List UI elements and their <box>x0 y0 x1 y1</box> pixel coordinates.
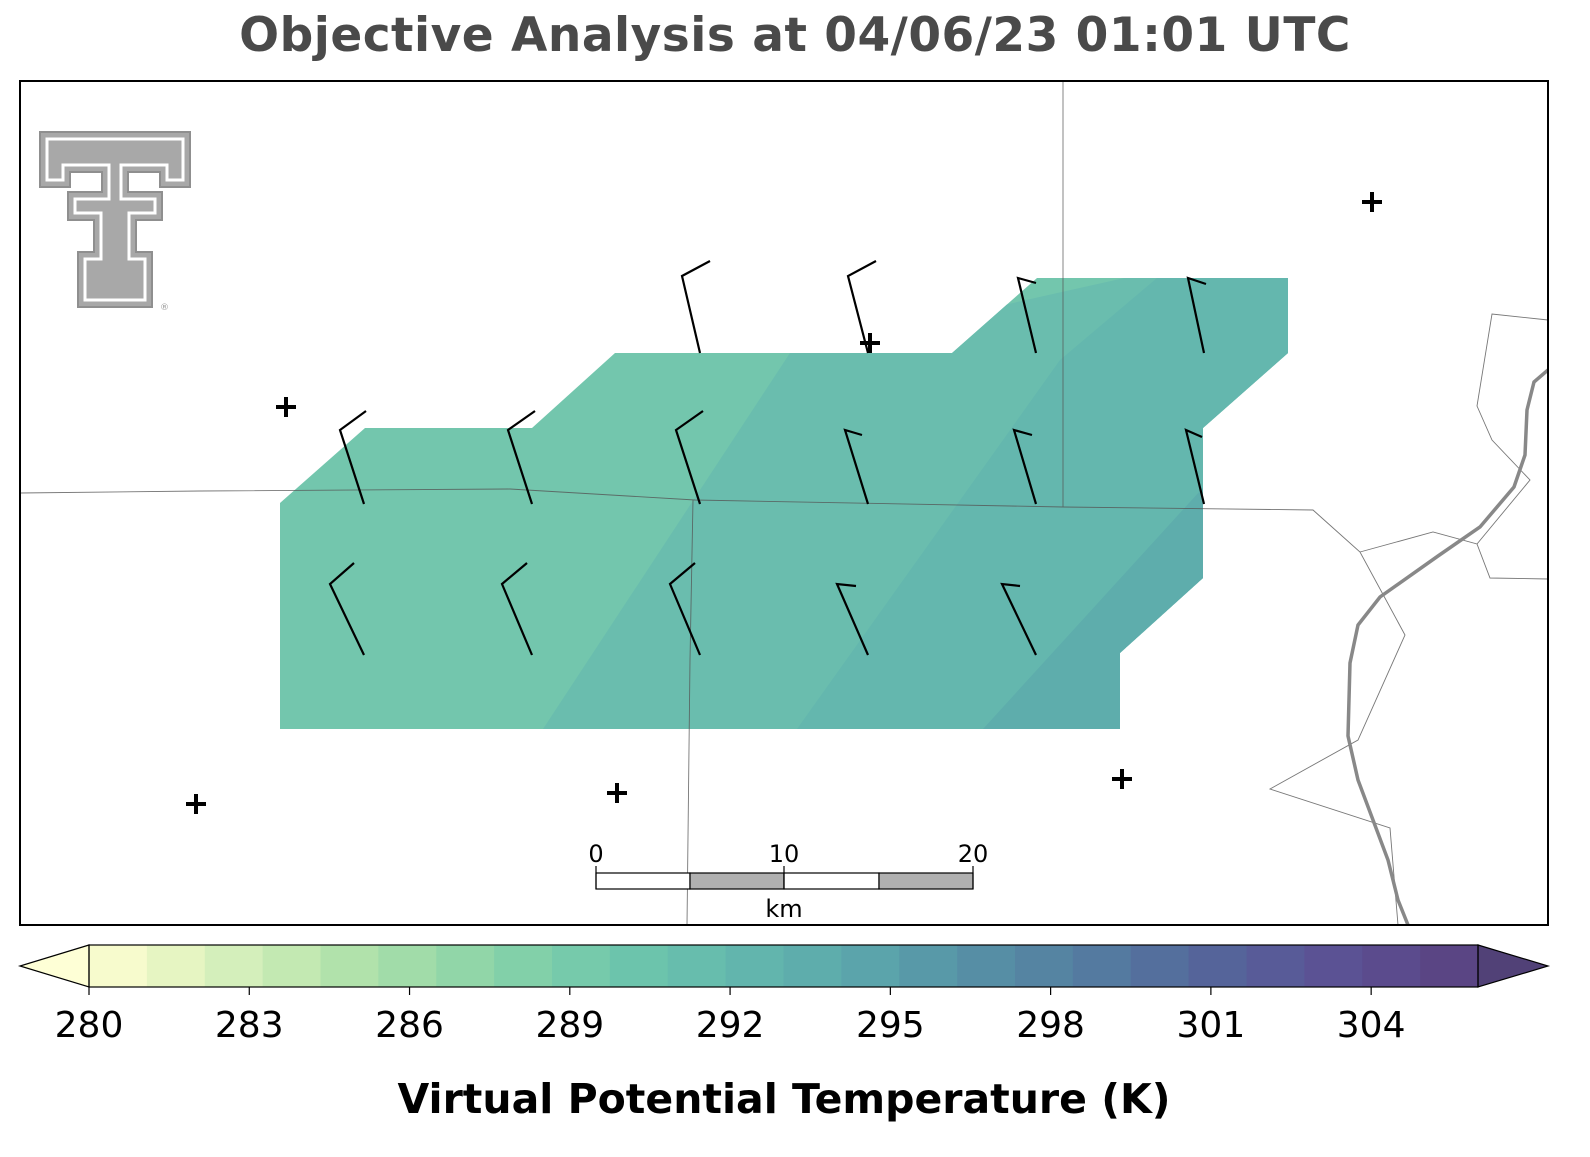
colorbar-cell <box>146 945 206 987</box>
colorbar-tick-label: 298 <box>1016 1005 1085 1046</box>
scale-label-20: 20 <box>958 840 989 868</box>
colorbar-cell <box>1188 945 1248 987</box>
wind-barb <box>680 260 711 354</box>
wind-barbs <box>328 260 1207 656</box>
colorbar-cell <box>89 945 148 987</box>
wind-barb <box>674 410 704 505</box>
colorbar-tick-label: 280 <box>55 1005 124 1046</box>
scale-segment-3 <box>783 872 880 890</box>
colorbar-tick-label: 283 <box>215 1005 284 1046</box>
scale-label-0: 0 <box>588 840 603 868</box>
scale-unit: km <box>765 895 802 923</box>
colorbar-ticks: 280 283 286 289 292 295 298 301 304 <box>55 987 1406 1046</box>
colorbar-extend-low <box>17 944 90 988</box>
wind-barb <box>843 428 870 505</box>
colorbar-cell <box>725 945 785 987</box>
colorbar-cell <box>609 945 669 987</box>
wind-barb <box>846 260 877 354</box>
scale-segment-2 <box>689 872 785 890</box>
wind-barb <box>338 410 367 505</box>
texas-tech-double-t-logo: ® <box>39 131 191 313</box>
station-marker <box>276 397 296 417</box>
colorbar-tick-label: 286 <box>375 1005 444 1046</box>
colorbar-cell <box>552 945 611 987</box>
station-markers <box>186 192 1382 814</box>
station-marker <box>1112 769 1132 789</box>
colorbar: 280 283 286 289 292 295 298 301 304 Virtual Pote… <box>17 944 1551 1123</box>
colorbar-cell <box>494 945 553 987</box>
colorbar-cell <box>1246 945 1305 987</box>
colorbar-cell <box>1015 945 1074 987</box>
wind-barb <box>1016 276 1038 354</box>
wind-barb <box>506 410 536 505</box>
wind-barb <box>1000 582 1037 656</box>
wind-barb <box>328 562 365 656</box>
colorbar-cell <box>1130 945 1190 987</box>
svg-text:®: ® <box>160 303 169 313</box>
colorbar-cell <box>667 945 727 987</box>
map-title: Objective Analysis at 04/06/23 01:01 UTC <box>239 8 1351 63</box>
county-borders <box>20 81 1548 925</box>
colorbar-cell <box>1304 945 1363 987</box>
colorbar-cells <box>89 945 1479 987</box>
colorbar-cell <box>204 945 264 987</box>
colorbar-cell <box>1420 945 1479 987</box>
colorbar-cell <box>378 945 437 987</box>
colorbar-outline <box>88 944 1479 988</box>
map-panel: ® 0 10 20 km <box>20 81 1548 925</box>
scale-segment-4 <box>878 872 974 890</box>
colorbar-title: Virtual Potential Temperature (K) <box>398 1075 1171 1123</box>
colorbar-tick-label: 295 <box>856 1005 925 1046</box>
wind-barb <box>1012 428 1038 505</box>
wind-barb <box>1184 428 1206 505</box>
colorbar-cell <box>899 945 958 987</box>
state-border <box>1346 368 1548 925</box>
station-marker <box>860 333 880 353</box>
colorbar-cell <box>262 945 322 987</box>
colorbar-cell <box>957 945 1016 987</box>
wind-barb <box>1186 276 1207 354</box>
colorbar-tick-label: 304 <box>1337 1005 1406 1046</box>
station-marker <box>1362 192 1382 212</box>
scale-bar: 0 10 20 km <box>588 840 988 923</box>
colorbar-extend-high <box>1477 944 1551 988</box>
colorbar-tick-label: 289 <box>535 1005 604 1046</box>
station-marker <box>186 794 206 814</box>
colorbar-cell <box>783 945 842 987</box>
wind-barb <box>500 562 534 656</box>
scale-segment-1 <box>595 872 691 890</box>
scale-label-10: 10 <box>769 840 800 868</box>
colorbar-tick-label: 301 <box>1177 1005 1246 1046</box>
colorbar-cell <box>841 945 900 987</box>
station-marker <box>607 783 627 803</box>
colorbar-cell <box>436 945 495 987</box>
wind-barb <box>668 562 702 656</box>
wind-barb <box>835 582 870 656</box>
colorbar-cell <box>320 945 379 987</box>
colorbar-tick-label: 292 <box>696 1005 765 1046</box>
colorbar-cell <box>1362 945 1421 987</box>
colorbar-cell <box>1072 945 1132 987</box>
map-frame <box>19 80 1549 926</box>
